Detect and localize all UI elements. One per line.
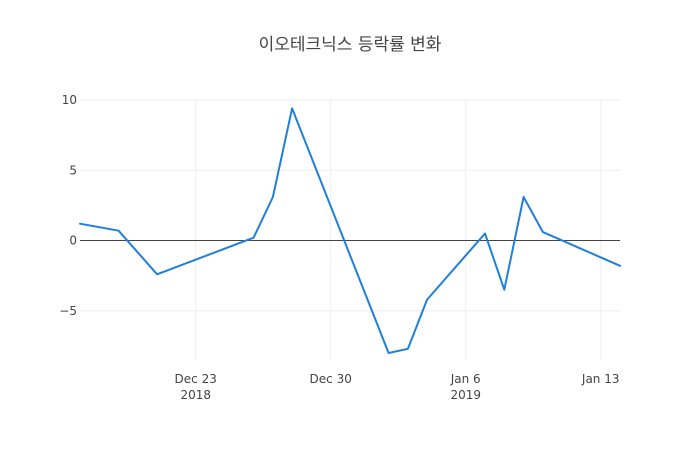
data-point	[270, 194, 275, 199]
y-tick-label: 0	[69, 234, 77, 248]
chart-title: 이오테크닉스 등락률 변화	[259, 35, 442, 55]
data-point	[405, 346, 410, 351]
data-point	[290, 106, 295, 111]
data-point	[483, 231, 488, 236]
axes: Dec 23 2018 Dec 30 Jan 6 2019 Jan 13 10 5 0 −5	[59, 93, 620, 402]
data-point	[425, 297, 430, 302]
x-tick-label: Dec 23	[175, 372, 217, 386]
data-point	[386, 350, 391, 355]
data-point	[116, 228, 121, 233]
data-point	[521, 194, 526, 199]
x-tick-year-label: 2018	[180, 388, 211, 402]
data-point	[618, 263, 623, 268]
data-point	[540, 230, 545, 235]
data-point	[502, 287, 507, 292]
data-point	[155, 272, 160, 277]
series-layer	[78, 106, 623, 355]
x-tick-label: Jan 13	[581, 372, 620, 386]
y-tick-label: −5	[59, 304, 77, 318]
y-tick-label: 5	[69, 163, 77, 177]
x-tick-label: Jan 6	[450, 372, 481, 386]
x-tick-label: Dec 30	[310, 372, 352, 386]
y-tick-label: 10	[62, 93, 77, 107]
x-tick-year-label: 2019	[450, 388, 481, 402]
data-point	[251, 235, 256, 240]
data-point	[78, 221, 83, 226]
grid-lines	[80, 99, 620, 360]
series-line	[79, 107, 621, 354]
